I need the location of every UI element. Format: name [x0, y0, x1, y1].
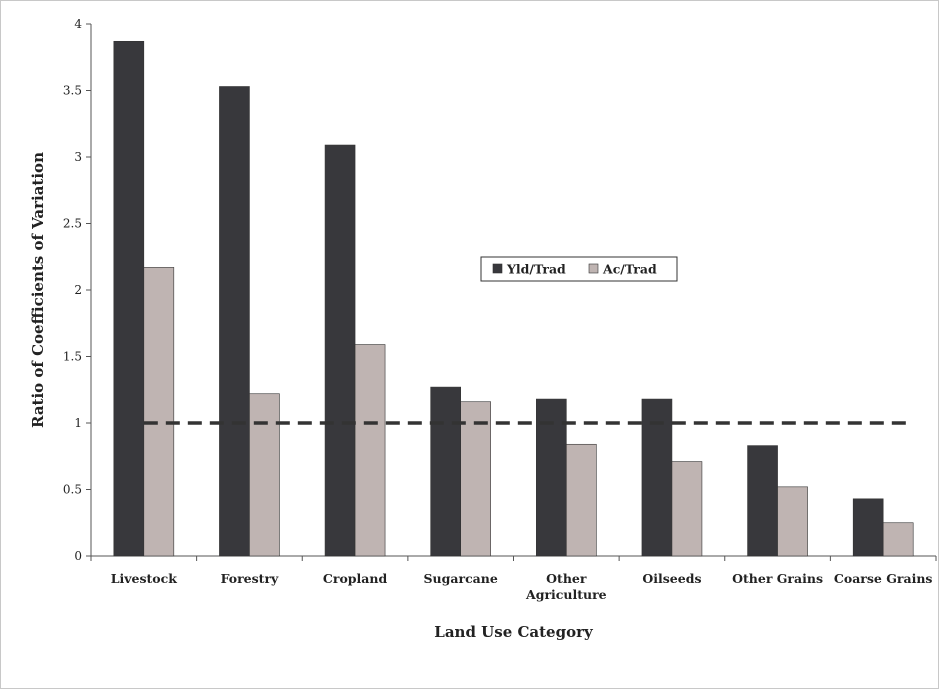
bar-ac-trad-7: [882, 522, 914, 557]
x-axis-title: Land Use Category: [434, 623, 594, 641]
y-tick-label: 4: [74, 17, 82, 31]
bar-yld-trad-4: [536, 398, 567, 557]
bar-yld-trad-5: [641, 398, 673, 557]
bar-yld-trad-7: [852, 498, 884, 557]
y-tick-label: 3.5: [63, 84, 82, 98]
bar-ac-trad-6: [777, 486, 808, 557]
y-tick-label: 0.5: [63, 483, 82, 497]
bar-ac-trad-3: [460, 401, 491, 557]
x-category-label: Cropland: [323, 571, 388, 586]
y-tick-label: 2.5: [63, 217, 82, 231]
legend-label-1: Ac/Trad: [602, 262, 657, 277]
bar-ac-trad-2: [354, 344, 386, 557]
x-category-label: Other Agriculture: [525, 571, 607, 602]
x-category-label-line: Agriculture: [525, 587, 607, 602]
x-category-label: Coarse Grains: [834, 571, 933, 586]
bar-ac-trad-4: [566, 443, 597, 557]
x-category-label: Sugarcane: [424, 571, 498, 586]
x-category-label: Other Grains: [732, 571, 823, 586]
bar-ac-trad-0: [143, 267, 175, 557]
bar-yld-trad-2: [324, 144, 356, 557]
legend-swatch-0: [492, 263, 503, 274]
bar-ac-trad-1: [249, 393, 280, 557]
x-category-label-line: Other: [546, 571, 587, 586]
y-tick-label: 0: [74, 549, 82, 563]
legend-swatch-1: [588, 263, 599, 274]
legend-label-0: Yld/Trad: [506, 262, 566, 277]
x-category-label-line: Forestry: [221, 571, 279, 586]
x-category-label-line: Other Grains: [732, 571, 823, 586]
y-tick-label: 1.5: [63, 350, 82, 364]
x-category-label: Livestock: [111, 571, 178, 586]
y-tick-label: 3: [74, 150, 82, 164]
y-axis-title: Ratio of Coefficients of Variation: [29, 152, 47, 428]
x-category-label-line: Cropland: [323, 571, 388, 586]
bar-yld-trad-6: [747, 445, 778, 557]
bar-ac-trad-5: [671, 461, 703, 557]
x-category-label-line: Coarse Grains: [834, 571, 933, 586]
x-category-label: Forestry: [221, 571, 279, 586]
y-tick-label: 1: [74, 416, 82, 430]
x-category-label-line: Sugarcane: [424, 571, 498, 586]
x-category-label-line: Livestock: [111, 571, 178, 586]
bar-yld-trad-1: [219, 86, 250, 557]
bar-yld-trad-0: [113, 40, 145, 557]
bar-yld-trad-3: [430, 386, 461, 557]
x-category-label: Oilseeds: [642, 571, 701, 586]
y-tick-label: 2: [74, 283, 82, 297]
x-category-label-line: Oilseeds: [642, 571, 701, 586]
legend-box: [480, 256, 678, 282]
